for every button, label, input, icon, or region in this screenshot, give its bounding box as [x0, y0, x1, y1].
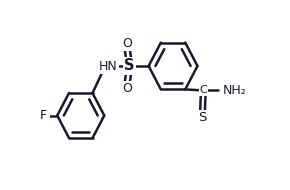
Text: HN: HN [99, 59, 117, 73]
Text: S: S [198, 111, 207, 124]
Text: F: F [40, 109, 47, 122]
Text: NH₂: NH₂ [222, 84, 246, 97]
Text: O: O [122, 82, 132, 95]
Text: O: O [122, 37, 132, 50]
Text: C: C [200, 85, 207, 95]
Text: S: S [124, 59, 135, 74]
